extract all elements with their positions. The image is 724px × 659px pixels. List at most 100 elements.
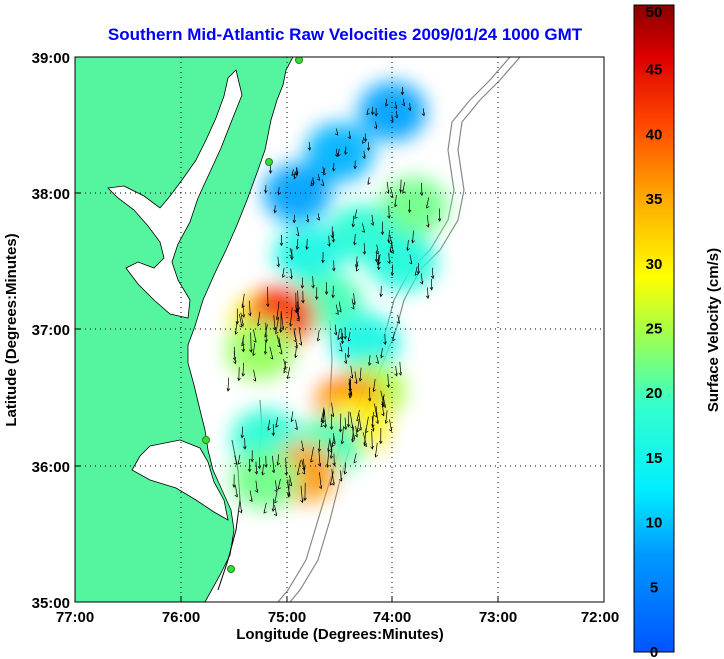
velocity-cell <box>332 313 400 373</box>
velocity-vector <box>352 293 356 306</box>
x-tick-label: 72:00 <box>581 609 619 626</box>
velocity-vector <box>387 230 391 244</box>
velocity-vector <box>362 150 366 159</box>
velocity-vector <box>419 273 424 285</box>
velocity-vector <box>307 142 311 151</box>
velocity-vector <box>386 181 390 194</box>
velocity-vector <box>282 267 286 278</box>
colorbar-tick-label: 0 <box>650 644 658 659</box>
velocity-vector <box>263 340 268 355</box>
velocity-vector <box>384 410 389 424</box>
velocity-vector <box>356 409 360 422</box>
station-marker <box>265 158 273 166</box>
velocity-vector <box>349 365 354 379</box>
velocity-vector <box>351 215 356 228</box>
velocity-vector <box>264 322 268 343</box>
velocity-vector <box>354 209 358 219</box>
velocity-vector <box>247 458 252 473</box>
velocity-vector <box>271 455 275 474</box>
velocity-vector <box>284 457 288 476</box>
velocity-vector <box>232 474 236 488</box>
velocity-vector <box>338 301 342 313</box>
station-marker <box>202 436 210 444</box>
velocity-vector <box>241 302 246 318</box>
velocity-vector <box>374 250 379 263</box>
velocity-vector <box>276 454 281 466</box>
velocity-vector <box>347 332 352 342</box>
velocity-vector <box>235 308 240 325</box>
velocity-vector <box>356 420 360 433</box>
velocity-vector <box>437 208 442 222</box>
x-tick-label: 77:00 <box>56 609 94 626</box>
velocity-vector <box>296 309 300 320</box>
velocity-vector <box>383 333 387 346</box>
plot-area <box>75 57 604 602</box>
velocity-vector <box>318 472 323 490</box>
velocity-vector <box>380 347 384 359</box>
velocity-vector <box>348 379 353 396</box>
velocity-vector <box>349 412 354 429</box>
velocity-vector <box>234 321 239 335</box>
velocity-vector <box>321 252 325 264</box>
velocity-vector <box>381 401 385 417</box>
velocity-vector <box>317 329 321 342</box>
velocity-vector <box>407 102 412 112</box>
radar-stations <box>202 57 303 573</box>
velocity-vector <box>340 426 345 445</box>
velocity-vector <box>241 362 246 377</box>
velocity-vector <box>294 167 299 177</box>
velocity-vector <box>332 162 336 172</box>
velocity-vector <box>241 334 245 347</box>
velocity-vector <box>263 502 267 514</box>
velocity-vector <box>343 353 348 365</box>
velocity-vector <box>425 287 430 299</box>
velocity-vector <box>276 256 280 268</box>
velocity-vector <box>315 287 319 301</box>
velocity-vector <box>426 197 430 209</box>
velocity-vector <box>279 234 284 247</box>
colorbar-tick-label: 5 <box>650 579 658 596</box>
velocity-vector <box>292 214 297 224</box>
velocity-vector <box>316 173 321 181</box>
velocity-vector <box>429 278 434 291</box>
velocity-vector <box>261 464 265 476</box>
velocity-vector <box>390 264 395 277</box>
station-marker <box>295 57 303 64</box>
velocity-vector <box>275 316 280 335</box>
velocity-vector <box>370 214 374 226</box>
velocity-vector <box>406 239 410 252</box>
velocity-vector <box>324 282 329 295</box>
velocity-vector <box>390 114 394 123</box>
velocity-vector <box>327 440 331 452</box>
velocity-vector <box>372 378 377 393</box>
velocity-vector <box>408 254 413 265</box>
velocity-vector <box>346 411 351 428</box>
velocity-vector <box>288 475 293 487</box>
velocity-vector <box>419 182 424 197</box>
chart-title: Southern Mid-Atlantic Raw Velocities 200… <box>108 25 583 44</box>
velocity-cell <box>263 163 332 223</box>
colorbar-tick-label: 20 <box>646 385 663 402</box>
velocity-vector <box>301 290 305 304</box>
velocity-vector <box>326 450 330 468</box>
pamlico-sound <box>131 439 229 521</box>
grid-lines <box>75 57 604 602</box>
velocity-vector <box>329 471 334 486</box>
velocity-vector <box>361 223 365 233</box>
velocity-vector <box>411 230 415 244</box>
colorbar-scale <box>633 4 675 653</box>
velocity-vector <box>343 462 348 475</box>
velocity-vector <box>371 416 375 432</box>
velocity-vector <box>353 453 357 464</box>
velocity-vector <box>310 446 314 463</box>
velocity-vector <box>396 314 401 324</box>
velocity-vector <box>273 205 277 214</box>
velocity-vector <box>237 367 241 382</box>
velocity-vector <box>402 182 406 194</box>
velocity-vector <box>320 412 325 428</box>
velocity-vector <box>374 442 378 458</box>
velocity-vector <box>241 293 245 309</box>
velocity-vector <box>368 355 372 367</box>
y-tick-label: 38:00 <box>32 186 70 203</box>
